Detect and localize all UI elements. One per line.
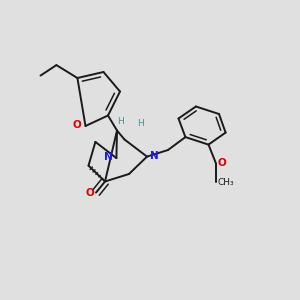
Text: N: N [103,152,112,163]
Text: O: O [218,158,226,169]
Text: H: H [117,117,124,126]
Text: N: N [150,151,159,161]
Text: H: H [138,118,144,127]
Text: O: O [85,188,94,199]
Text: O: O [72,120,81,130]
Text: CH₃: CH₃ [218,178,234,187]
